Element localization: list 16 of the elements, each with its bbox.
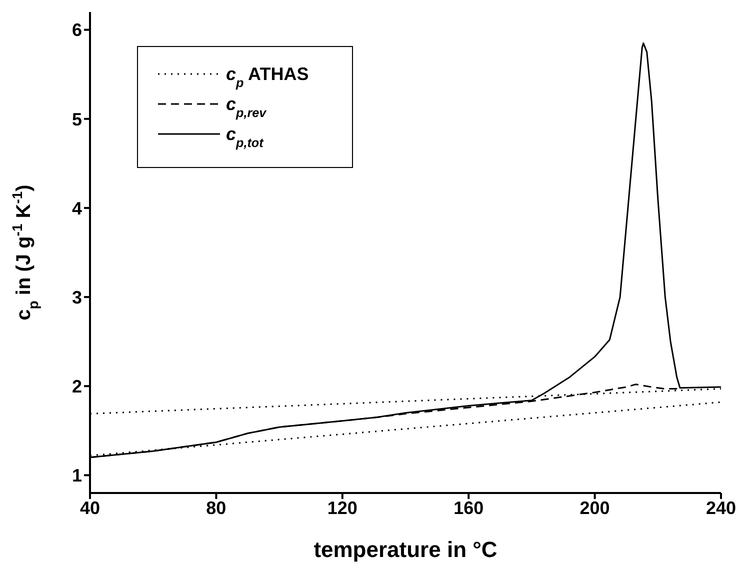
y-tick-label: 6 (72, 20, 82, 40)
y-tick-label: 4 (72, 198, 82, 218)
x-tick-label: 40 (80, 498, 100, 518)
y-tick-label: 2 (72, 376, 82, 396)
legend-label: c$_{p,tot}$ (226, 124, 264, 150)
x-tick-label: 200 (580, 498, 610, 518)
y-tick-label: 1 (72, 466, 82, 486)
y-tick-label: 3 (72, 287, 82, 308)
x-tick-label: 120 (327, 498, 358, 518)
x-tick-label: 240 (706, 498, 736, 518)
legend-label: c$_{p}$ ATHAS (226, 64, 309, 90)
x-tick-label: 160 (454, 498, 484, 518)
x-axis-title: temperature in °C (314, 537, 498, 562)
legend-label: c$_{p,rev}$ (226, 94, 268, 120)
y-tick-label: 5 (72, 109, 82, 130)
x-tick-label: 80 (206, 498, 226, 518)
